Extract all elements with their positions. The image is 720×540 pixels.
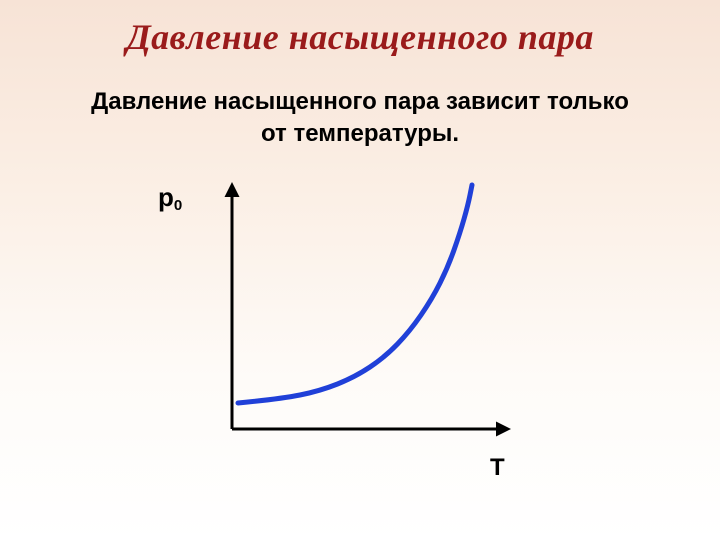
vapor-pressure-chart <box>190 171 530 461</box>
chart-canvas <box>190 171 530 461</box>
x-axis-label: T <box>490 454 505 482</box>
slide-title: Давление насыщенного пара <box>0 0 720 58</box>
subtitle-line-2: от температуры. <box>261 120 459 147</box>
y-axis-label-main: p <box>158 182 174 212</box>
subtitle-line-1: Давление насыщенного пара зависит только <box>91 88 629 115</box>
slide-subtitle: Давление насыщенного пара зависит только… <box>0 86 720 151</box>
y-axis-label-sub: 0 <box>174 197 182 214</box>
y-axis-label: p0 <box>158 182 182 213</box>
